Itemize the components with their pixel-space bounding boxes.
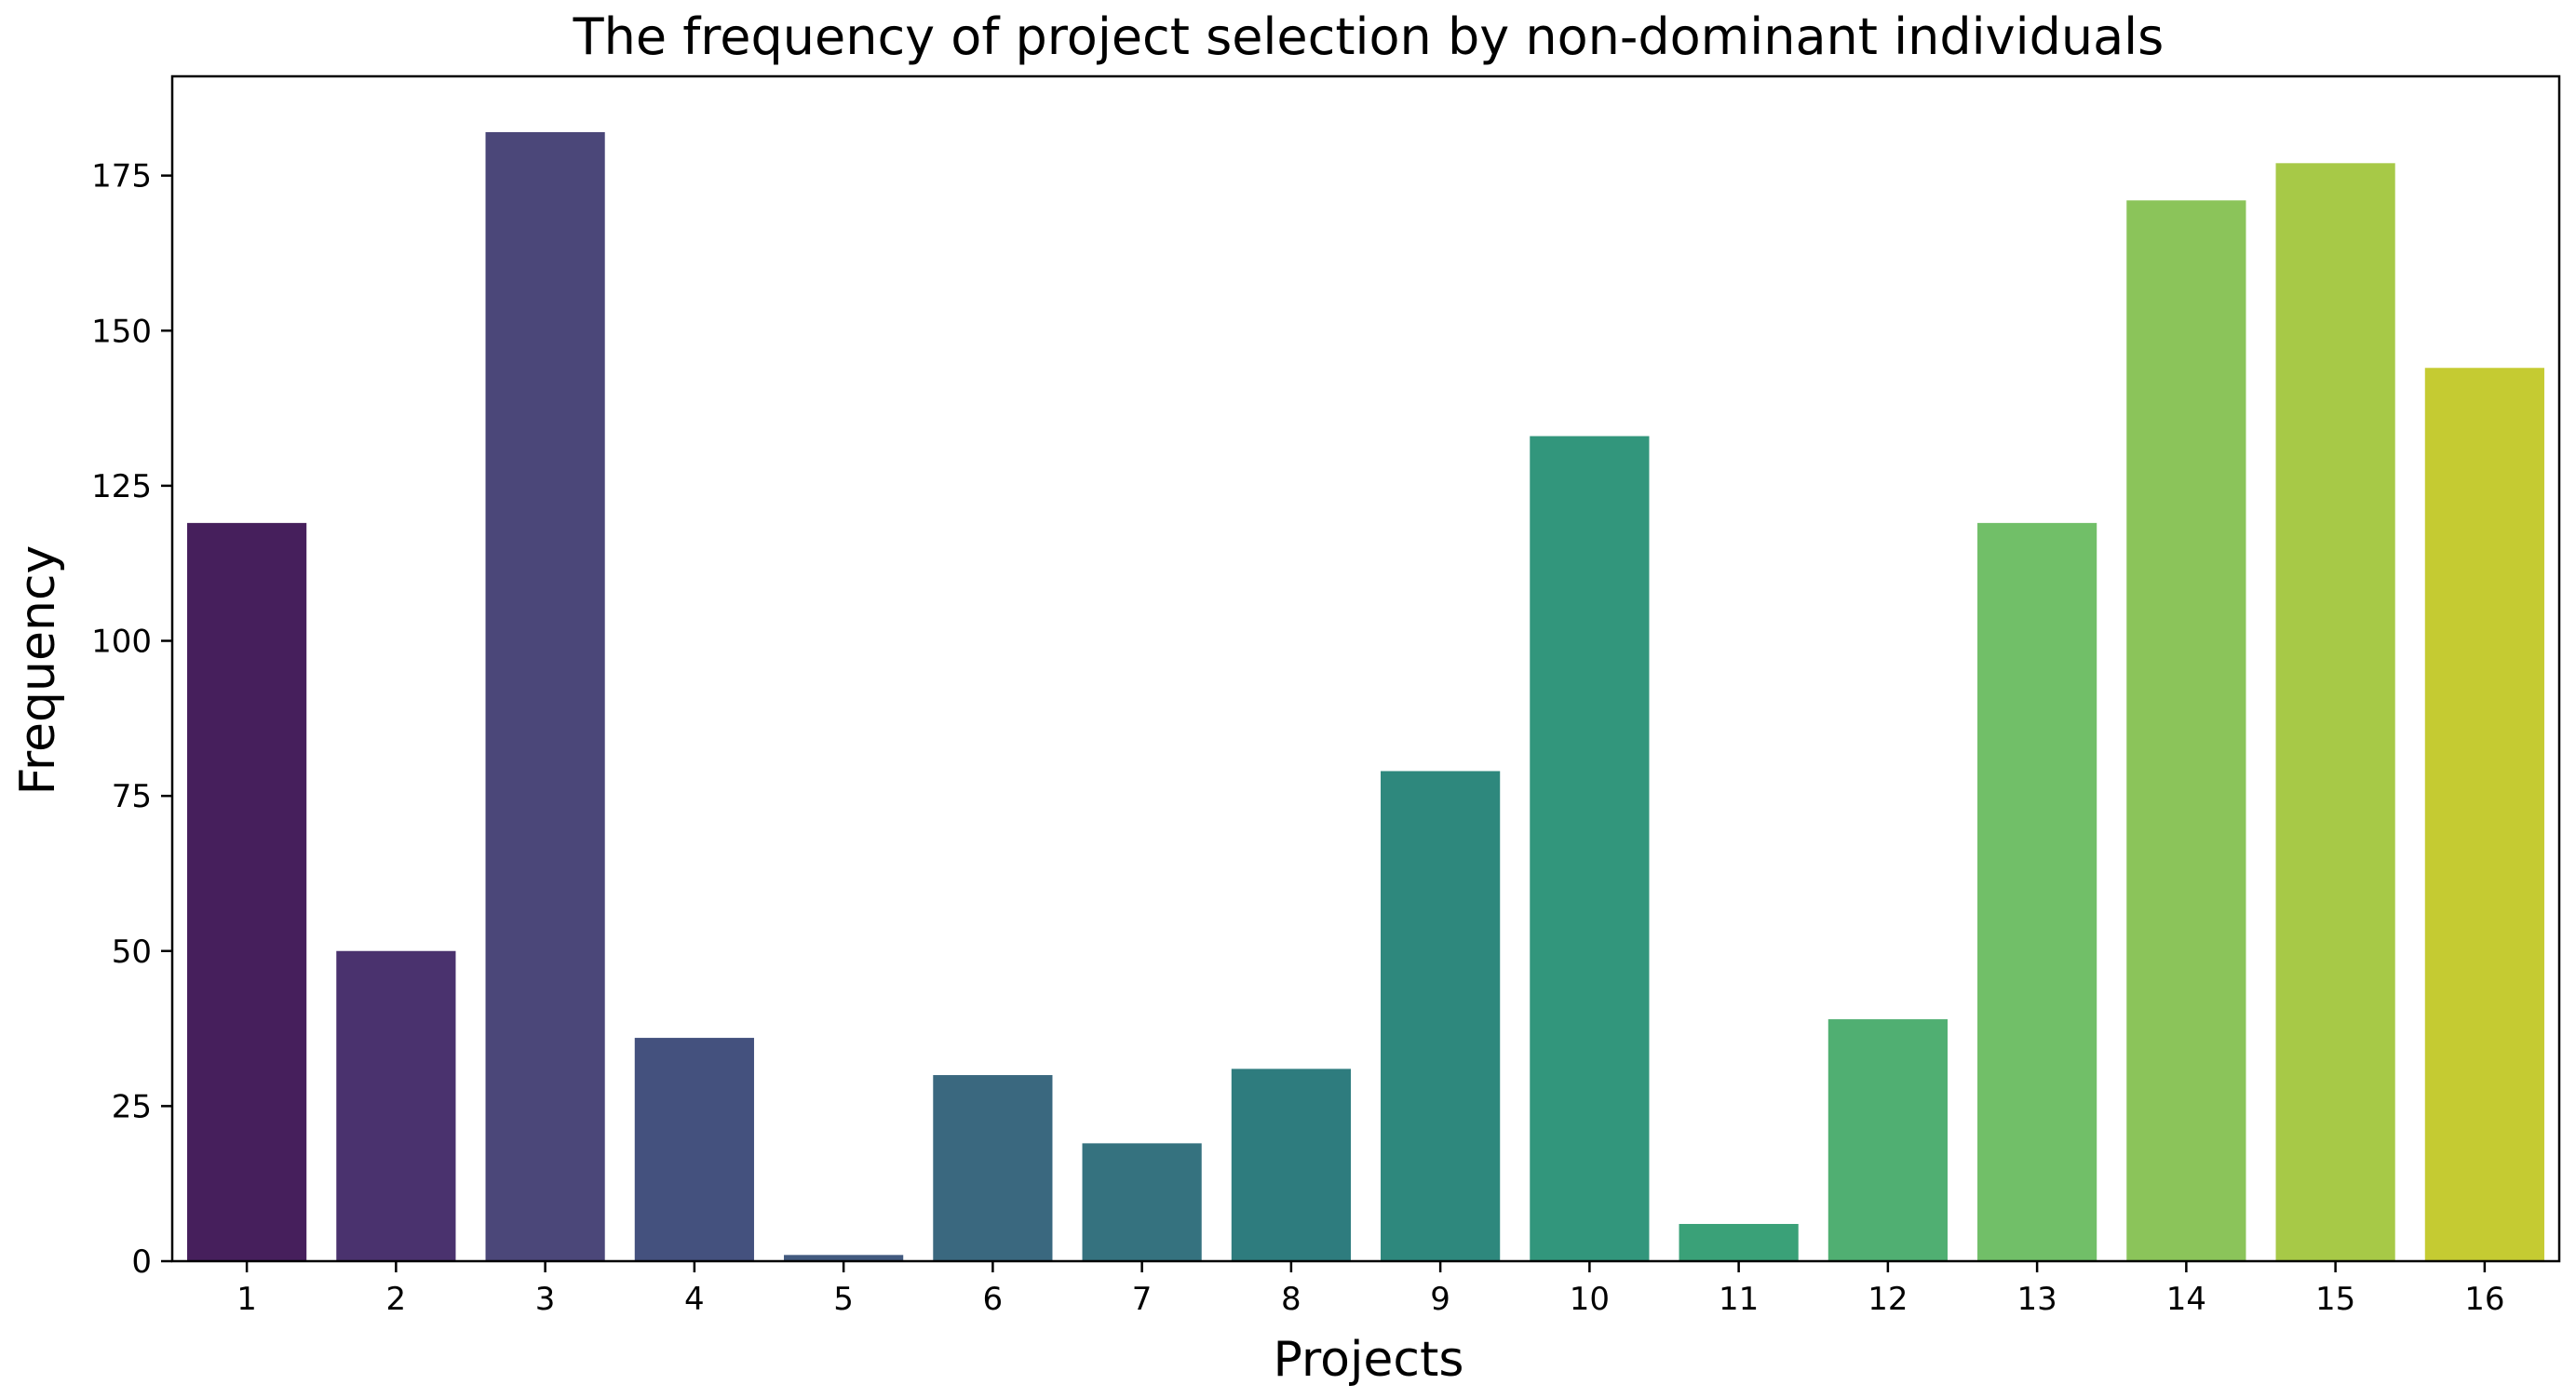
- x-axis-label: Projects: [1273, 1332, 1463, 1388]
- chart-title: The frequency of project selection by no…: [573, 7, 2165, 66]
- y-axis-label: Frequency: [10, 545, 66, 796]
- bar-project-9: [1381, 771, 1501, 1261]
- bar-project-12: [1827, 1019, 1948, 1261]
- bar-project-3: [485, 131, 605, 1262]
- y-tick-label: 0: [131, 1243, 152, 1281]
- x-tick-label: 5: [833, 1281, 854, 1318]
- bar-project-14: [2126, 200, 2246, 1261]
- y-axis-ticks: 0 25 50 75 100 125 150 175: [91, 158, 172, 1281]
- bar-project-4: [634, 1038, 754, 1261]
- x-tick-label: 15: [2315, 1281, 2355, 1318]
- x-tick-label: 14: [2166, 1281, 2206, 1318]
- x-tick-label: 3: [535, 1281, 556, 1318]
- x-tick-label: 2: [386, 1281, 407, 1318]
- y-tick-label: 25: [112, 1088, 152, 1125]
- x-tick-label: 6: [983, 1281, 1004, 1318]
- bar-project-6: [933, 1075, 1053, 1261]
- bar-project-10: [1530, 436, 1650, 1262]
- y-tick-label: 75: [112, 778, 152, 815]
- y-tick-label: 125: [91, 468, 152, 505]
- bars-group: [187, 131, 2544, 1262]
- x-tick-label: 13: [2016, 1281, 2057, 1318]
- x-axis-ticks: 1 2 3 4 5 6 7 8 9 10 11 12 13 14 15 16: [236, 1261, 2505, 1318]
- bar-project-1: [187, 522, 307, 1261]
- x-tick-label: 9: [1430, 1281, 1450, 1318]
- x-tick-label: 11: [1719, 1281, 1759, 1318]
- x-tick-label: 1: [236, 1281, 257, 1318]
- bar-project-8: [1231, 1069, 1351, 1261]
- y-tick-label: 100: [91, 624, 152, 661]
- bar-project-13: [1977, 522, 2097, 1261]
- x-tick-label: 7: [1132, 1281, 1153, 1318]
- x-tick-label: 8: [1281, 1281, 1301, 1318]
- bar-project-2: [336, 950, 456, 1261]
- y-tick-label: 50: [112, 934, 152, 971]
- y-tick-label: 150: [91, 313, 152, 350]
- bar-project-7: [1082, 1143, 1202, 1261]
- bar-project-16: [2424, 368, 2544, 1261]
- y-tick-label: 175: [91, 158, 152, 195]
- bar-project-5: [784, 1255, 904, 1261]
- x-tick-label: 4: [684, 1281, 705, 1318]
- bar-project-11: [1679, 1224, 1799, 1261]
- x-tick-label: 12: [1868, 1281, 1908, 1318]
- bar-project-15: [2275, 163, 2395, 1262]
- x-tick-label: 10: [1570, 1281, 1610, 1318]
- plot-frame: [170, 74, 2561, 1263]
- x-tick-label: 16: [2464, 1281, 2504, 1318]
